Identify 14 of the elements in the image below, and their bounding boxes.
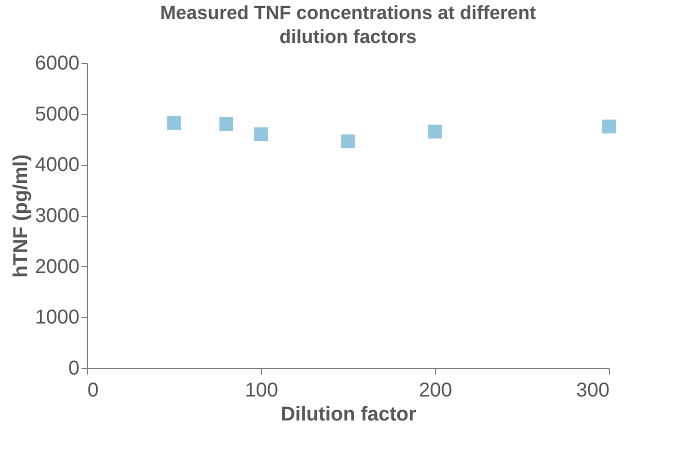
y-tick-label: 1000	[35, 306, 80, 329]
x-tick-label: 300	[576, 380, 610, 402]
y-tick-label: 5000	[35, 103, 80, 126]
y-tick-label: 3000	[35, 205, 80, 227]
y-axis-title: hTNF (pg/ml)	[10, 154, 32, 278]
y-tick-label: 6000	[35, 52, 80, 74]
y-tick-label: 2000	[35, 256, 80, 278]
y-tick-label: 4000	[35, 154, 80, 176]
x-tick-label: 200	[418, 380, 452, 402]
x-tick-label: 100	[244, 380, 278, 402]
x-axis-title: Dilution factor	[280, 404, 416, 426]
chart-title: Measured TNF concentrations at different dilution factors	[160, 3, 537, 48]
y-tick-label: 0	[68, 358, 80, 380]
x-tick-label: 0	[88, 380, 99, 402]
